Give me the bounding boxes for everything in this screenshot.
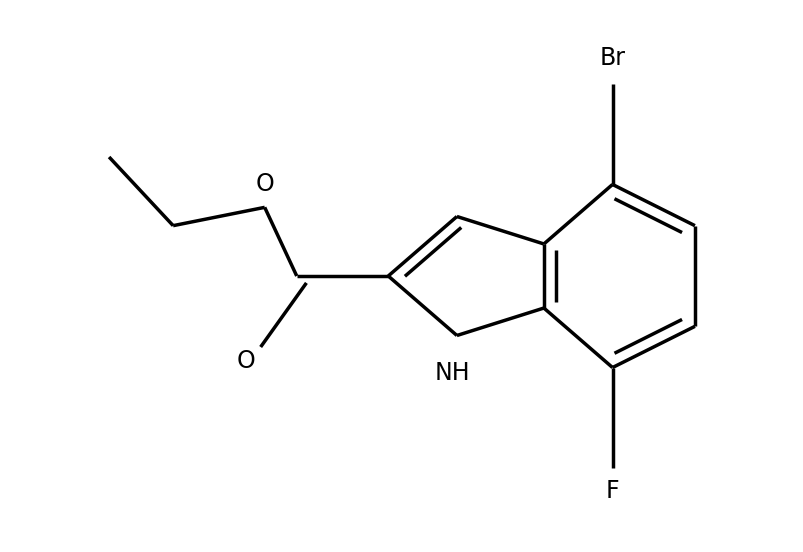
Text: Br: Br bbox=[599, 46, 625, 70]
Text: F: F bbox=[605, 479, 618, 503]
Text: O: O bbox=[255, 172, 274, 197]
Text: O: O bbox=[237, 349, 255, 373]
Text: NH: NH bbox=[434, 361, 470, 385]
